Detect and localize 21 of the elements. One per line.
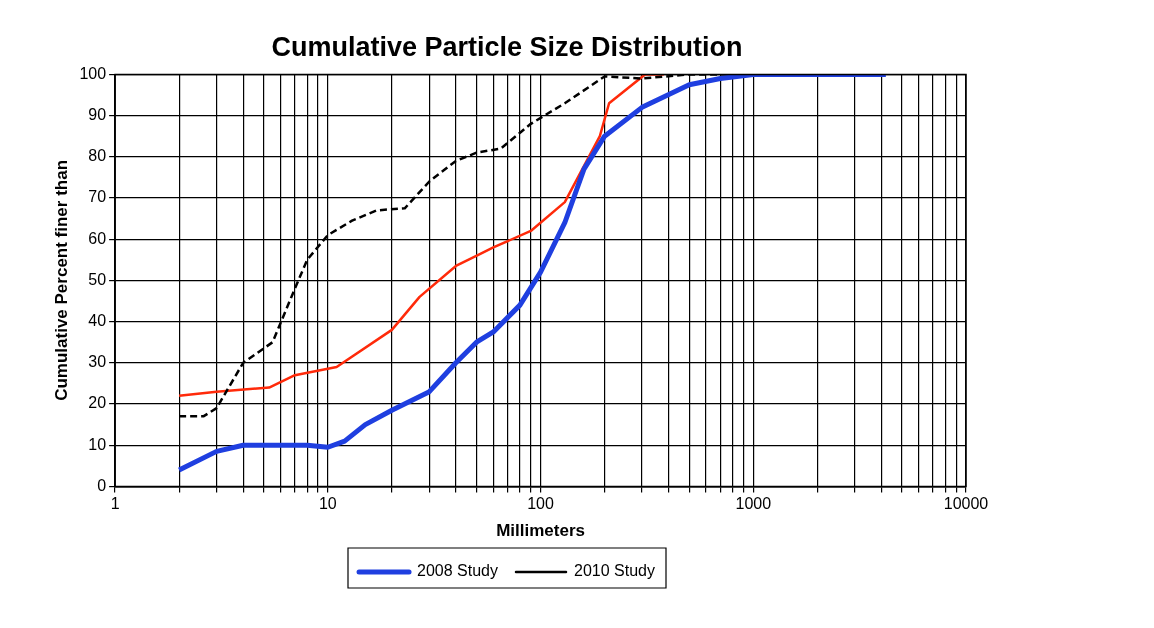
x-axis-title: Millimeters: [496, 521, 585, 541]
y-tick-label: 100: [79, 64, 107, 82]
y-tick-label: 80: [88, 147, 107, 165]
y-tick-label: 30: [88, 353, 107, 371]
y-tick-label: 50: [88, 270, 107, 288]
x-tick-label: 1000: [735, 495, 772, 513]
y-tick-label: 40: [88, 312, 107, 330]
y-tick-label: 0: [97, 476, 107, 494]
legend-label: 2008 Study: [417, 562, 498, 580]
y-tick-label: 60: [88, 229, 107, 247]
y-tick-label: 10: [88, 435, 107, 453]
chart-title: Cumulative Particle Size Distribution: [271, 31, 743, 62]
y-tick-label: 70: [88, 188, 107, 206]
x-tick-label: 10: [318, 495, 337, 513]
y-tick-label: 20: [88, 394, 107, 412]
x-tick-label: 1: [110, 495, 120, 513]
legend-label: 2010 Study: [574, 562, 655, 580]
y-axis-title: Cumulative Percent finer than: [51, 159, 71, 401]
y-tick-label: 90: [88, 106, 107, 124]
x-tick-label: 100: [527, 495, 554, 513]
x-tick-label: 10000: [943, 495, 989, 513]
